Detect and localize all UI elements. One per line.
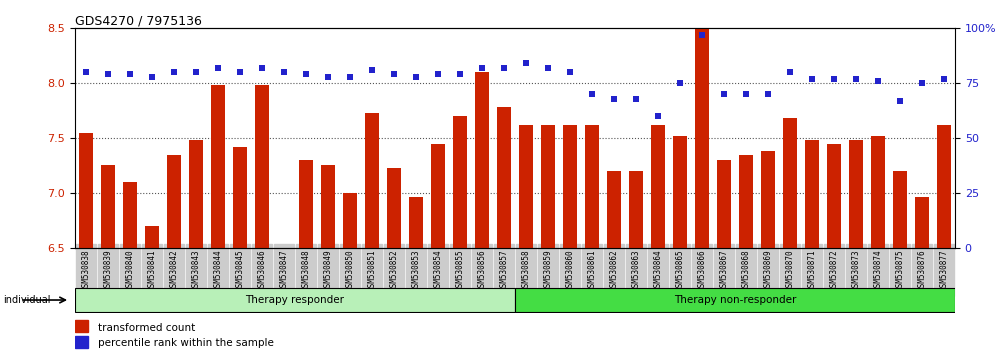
Bar xyxy=(409,197,423,248)
Bar xyxy=(519,125,533,248)
Point xyxy=(562,69,578,75)
Point xyxy=(254,65,270,71)
Point xyxy=(496,65,512,71)
Text: GDS4270 / 7975136: GDS4270 / 7975136 xyxy=(75,14,202,27)
Point xyxy=(144,74,160,79)
Bar xyxy=(739,154,753,248)
Point xyxy=(914,80,930,86)
Point xyxy=(518,61,534,66)
Text: transformed count: transformed count xyxy=(98,322,195,332)
Text: percentile rank within the sample: percentile rank within the sample xyxy=(98,338,273,348)
Bar xyxy=(805,140,819,248)
Point xyxy=(672,80,688,86)
Point xyxy=(430,72,446,77)
Point xyxy=(606,96,622,101)
Bar xyxy=(849,140,863,248)
Point xyxy=(320,74,336,79)
Bar xyxy=(101,165,115,248)
Point xyxy=(342,74,358,79)
FancyBboxPatch shape xyxy=(515,288,955,312)
Point xyxy=(188,69,204,75)
Bar xyxy=(563,125,577,248)
Bar xyxy=(167,154,181,248)
Bar xyxy=(321,165,335,248)
Point xyxy=(166,69,182,75)
Bar xyxy=(497,107,511,248)
Point xyxy=(694,32,710,38)
Bar xyxy=(123,182,137,248)
Bar xyxy=(541,125,555,248)
Bar xyxy=(915,197,929,248)
Point xyxy=(386,72,402,77)
Point xyxy=(848,76,864,82)
Point xyxy=(716,91,732,97)
Bar xyxy=(827,143,841,248)
Point xyxy=(584,91,600,97)
Point xyxy=(760,91,776,97)
Bar xyxy=(893,171,907,248)
Text: Therapy responder: Therapy responder xyxy=(246,295,344,305)
FancyBboxPatch shape xyxy=(75,288,515,312)
Bar xyxy=(79,132,93,248)
Point xyxy=(936,76,952,82)
Point xyxy=(804,76,820,82)
Bar xyxy=(233,147,247,248)
Bar xyxy=(255,85,269,248)
Text: individual: individual xyxy=(3,295,50,305)
Bar xyxy=(673,136,687,248)
Point xyxy=(298,72,314,77)
Point xyxy=(100,72,116,77)
Point xyxy=(782,69,798,75)
Bar xyxy=(475,72,489,248)
Text: Therapy non-responder: Therapy non-responder xyxy=(674,295,796,305)
Point xyxy=(628,96,644,101)
Bar xyxy=(761,151,775,248)
Point xyxy=(870,78,886,84)
Bar xyxy=(453,116,467,248)
Bar xyxy=(629,171,643,248)
Point xyxy=(738,91,754,97)
Bar xyxy=(937,125,951,248)
Bar xyxy=(783,118,797,248)
Bar xyxy=(145,226,159,248)
Bar xyxy=(75,336,88,348)
Point xyxy=(210,65,226,71)
Bar xyxy=(299,160,313,248)
Bar xyxy=(189,140,203,248)
Bar xyxy=(585,125,599,248)
Point xyxy=(408,74,424,79)
Point xyxy=(650,113,666,119)
Point xyxy=(276,69,292,75)
Point xyxy=(540,65,556,71)
Bar xyxy=(343,193,357,248)
Bar xyxy=(431,143,445,248)
Bar xyxy=(387,168,401,248)
Bar xyxy=(75,320,88,332)
Point xyxy=(122,72,138,77)
Point xyxy=(826,76,842,82)
Bar xyxy=(695,28,709,248)
Bar xyxy=(651,125,665,248)
Point xyxy=(474,65,490,71)
Point xyxy=(892,98,908,104)
Point xyxy=(232,69,248,75)
Bar xyxy=(607,171,621,248)
Point xyxy=(78,69,94,75)
Bar xyxy=(871,136,885,248)
Bar xyxy=(211,85,225,248)
Point xyxy=(452,72,468,77)
Bar xyxy=(365,113,379,248)
Bar xyxy=(717,160,731,248)
Point xyxy=(364,67,380,73)
